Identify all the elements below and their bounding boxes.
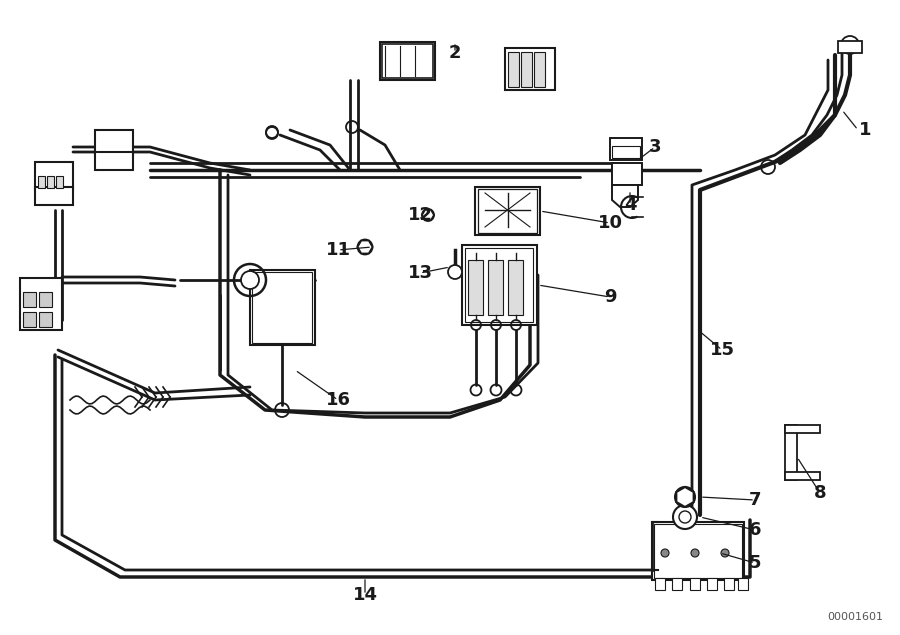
Circle shape xyxy=(422,209,434,221)
Bar xyxy=(39,312,52,327)
Bar xyxy=(534,52,545,87)
Text: 13: 13 xyxy=(408,264,433,282)
Bar xyxy=(468,260,483,315)
Circle shape xyxy=(679,511,691,523)
Bar xyxy=(23,312,36,327)
Circle shape xyxy=(448,265,462,279)
Bar xyxy=(465,248,533,322)
Bar xyxy=(672,578,682,590)
Text: 11: 11 xyxy=(326,241,350,259)
Circle shape xyxy=(691,549,699,557)
Polygon shape xyxy=(676,487,694,507)
Bar xyxy=(707,578,717,590)
Bar xyxy=(478,189,537,233)
Bar xyxy=(488,260,503,315)
Bar xyxy=(35,187,73,205)
Circle shape xyxy=(721,549,729,557)
Bar xyxy=(655,578,665,590)
Circle shape xyxy=(241,271,259,289)
Text: 5: 5 xyxy=(749,554,761,572)
Bar xyxy=(95,152,133,170)
Bar xyxy=(56,176,63,188)
Bar xyxy=(35,162,73,190)
Bar xyxy=(38,176,45,188)
Text: 1: 1 xyxy=(859,121,871,139)
Bar xyxy=(39,292,52,307)
Bar xyxy=(508,52,519,87)
Circle shape xyxy=(661,549,669,557)
Bar xyxy=(95,130,133,155)
Text: 9: 9 xyxy=(604,288,617,306)
Bar xyxy=(785,425,797,480)
Polygon shape xyxy=(422,210,434,220)
Bar xyxy=(508,260,523,315)
Polygon shape xyxy=(357,241,373,253)
Bar xyxy=(652,522,744,580)
Text: 3: 3 xyxy=(649,138,662,156)
Bar xyxy=(610,138,642,160)
Bar xyxy=(20,278,62,330)
Bar xyxy=(505,48,555,90)
Circle shape xyxy=(673,505,697,529)
Bar xyxy=(612,163,642,185)
Text: 15: 15 xyxy=(709,341,734,359)
Bar xyxy=(738,578,748,590)
Circle shape xyxy=(675,487,695,507)
Bar xyxy=(475,187,540,235)
Text: 14: 14 xyxy=(353,586,377,604)
Bar xyxy=(785,472,820,480)
Text: 10: 10 xyxy=(598,214,623,232)
Bar xyxy=(23,292,36,307)
Circle shape xyxy=(357,239,373,255)
Polygon shape xyxy=(612,185,638,207)
Bar xyxy=(785,425,820,433)
Text: 7: 7 xyxy=(749,491,761,509)
Bar xyxy=(380,42,435,80)
Text: 4: 4 xyxy=(624,196,636,214)
Bar xyxy=(252,272,312,343)
Text: 12: 12 xyxy=(408,206,433,224)
Bar xyxy=(838,41,862,53)
Bar xyxy=(462,245,537,325)
Text: 8: 8 xyxy=(814,484,826,502)
Bar xyxy=(250,270,315,345)
Bar xyxy=(654,524,742,578)
Bar xyxy=(612,146,640,158)
Bar xyxy=(690,578,700,590)
Bar xyxy=(724,578,734,590)
Bar xyxy=(382,44,433,78)
Text: 6: 6 xyxy=(749,521,761,539)
Text: 00001601: 00001601 xyxy=(827,612,883,622)
Text: 2: 2 xyxy=(449,44,461,62)
Bar xyxy=(47,176,54,188)
Text: 16: 16 xyxy=(326,391,350,409)
Bar xyxy=(521,52,532,87)
